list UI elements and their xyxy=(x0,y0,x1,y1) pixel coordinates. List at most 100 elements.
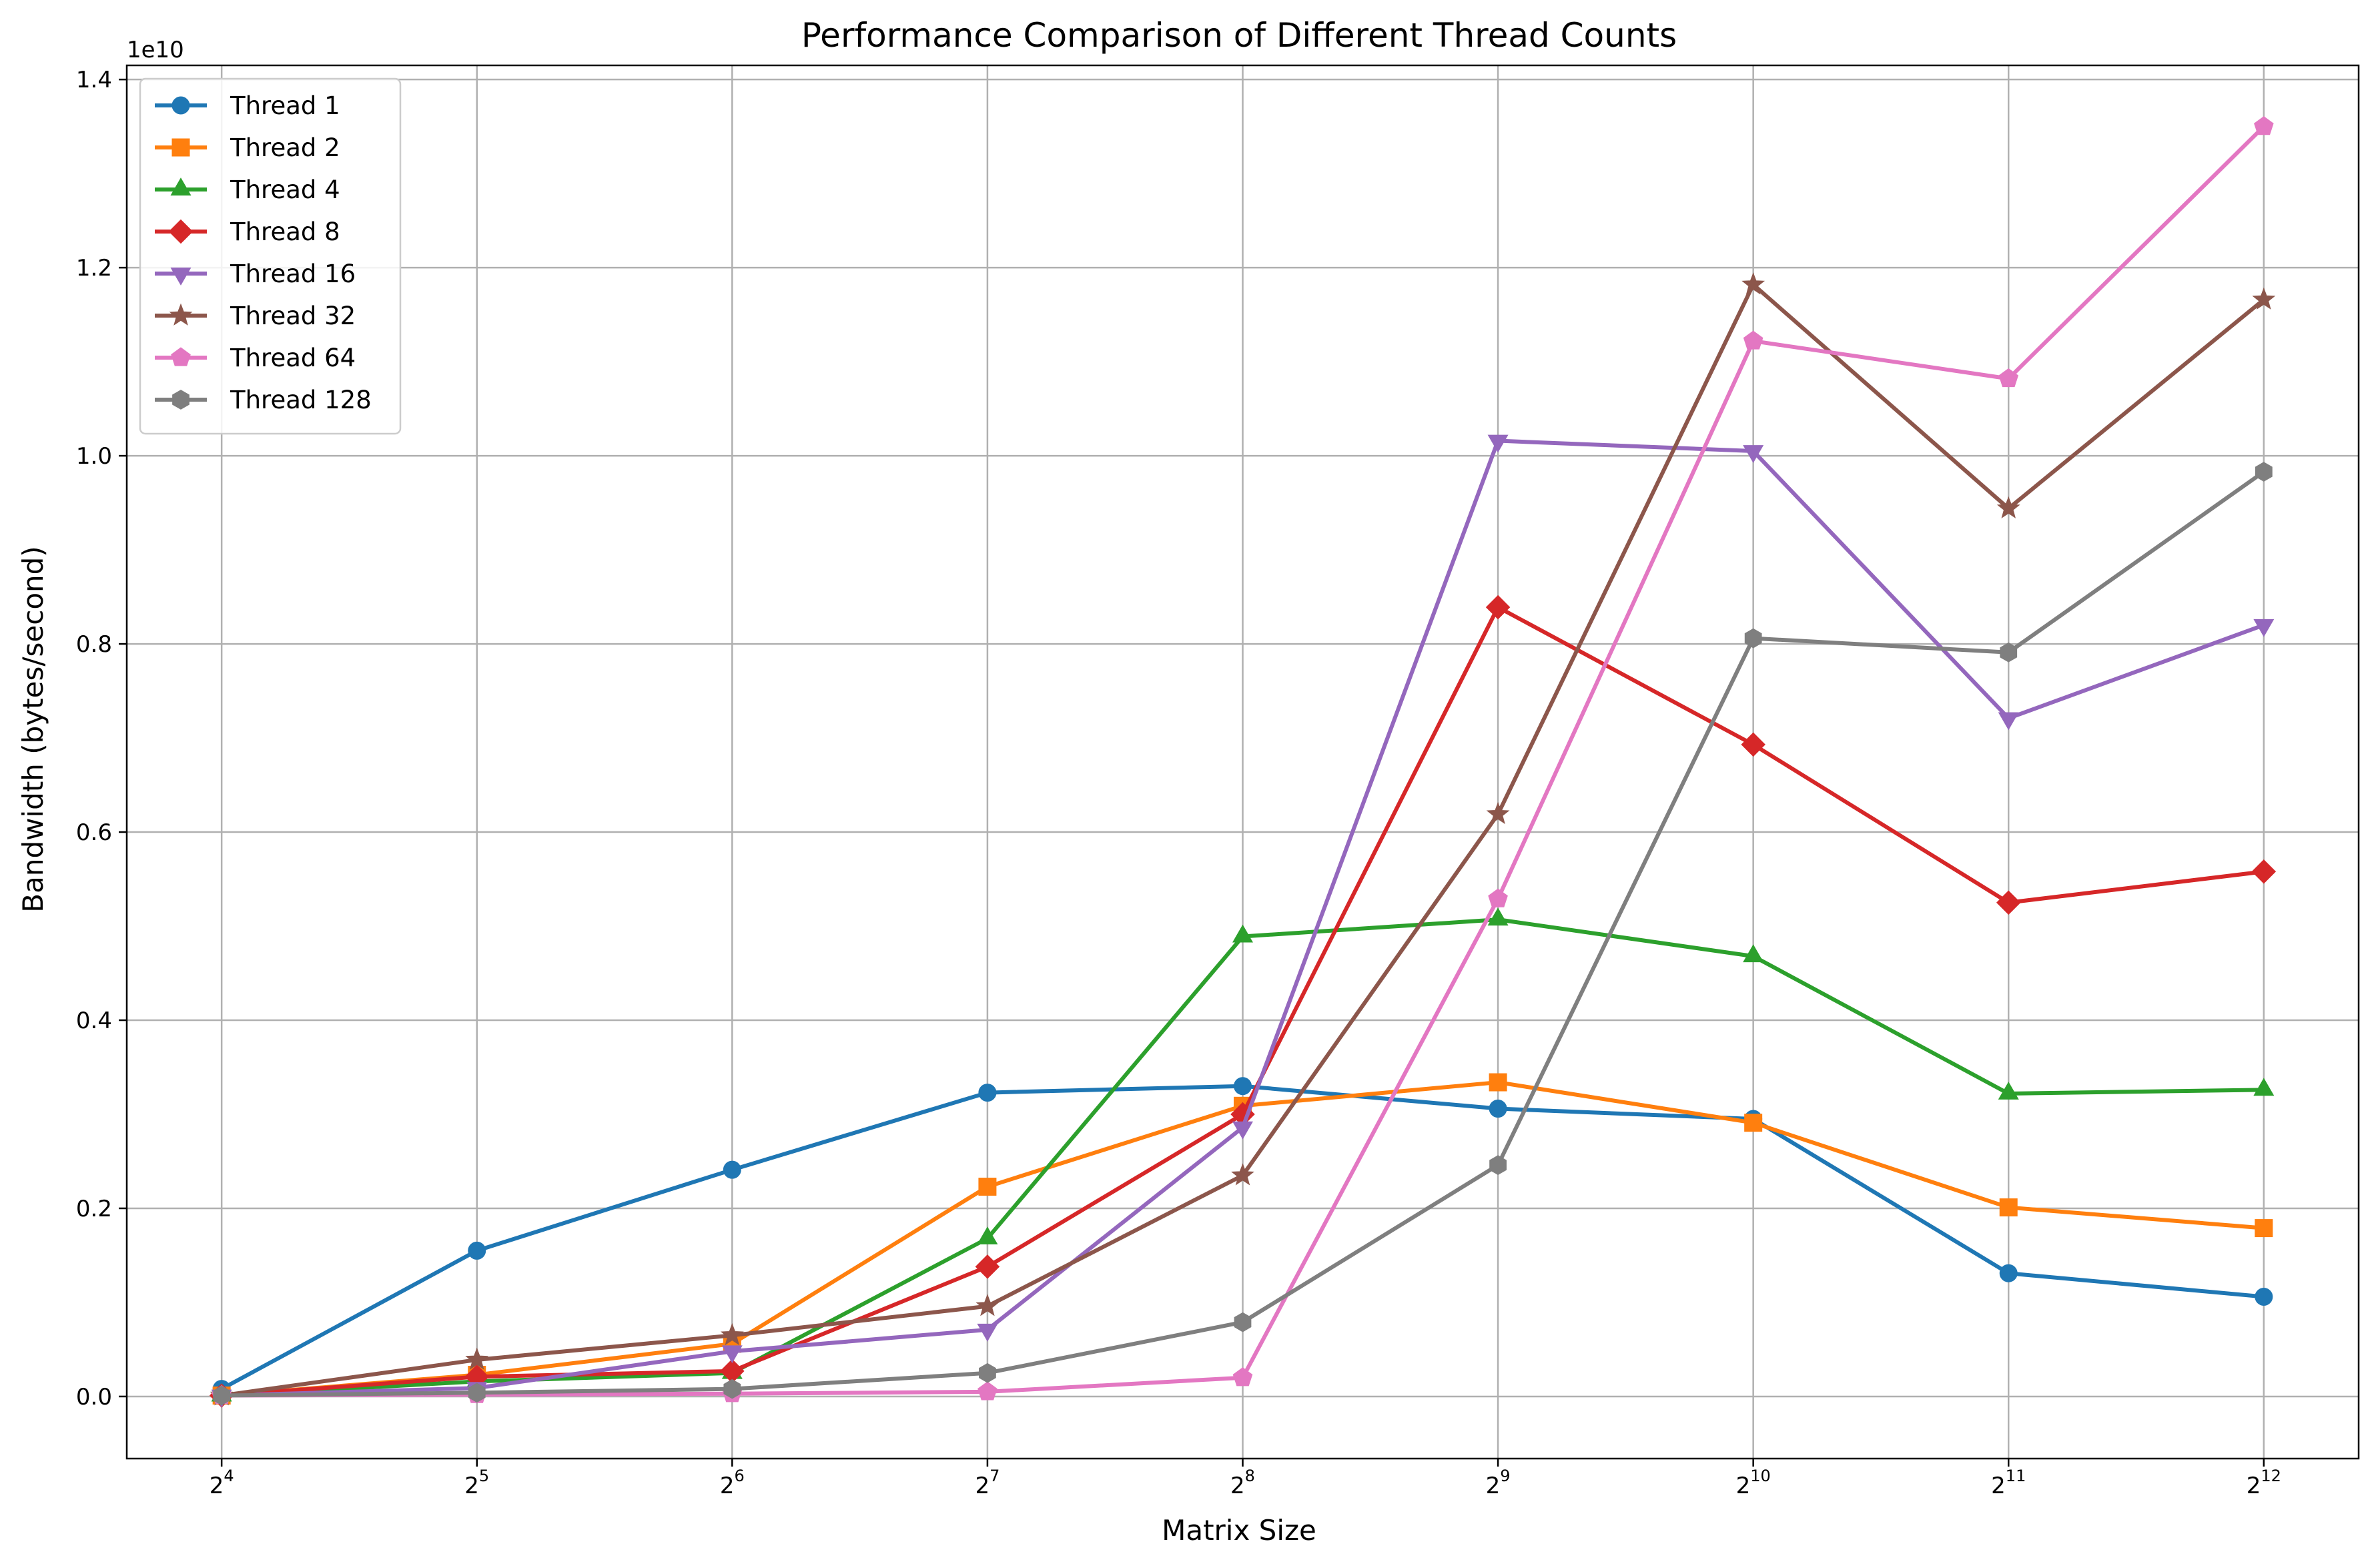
data-point xyxy=(723,1160,741,1179)
data-point xyxy=(977,1381,998,1401)
legend-label: Thread 8 xyxy=(230,218,340,246)
data-point xyxy=(1998,368,2019,388)
legend-marker xyxy=(172,390,189,410)
data-point xyxy=(1486,801,1510,825)
legend-item: Thread 2 xyxy=(155,133,340,162)
data-point xyxy=(1231,1163,1254,1186)
data-point xyxy=(721,1345,743,1364)
data-point xyxy=(723,1379,741,1399)
data-point xyxy=(1996,496,2020,518)
x-axis: 24 25 26 27 28 29 210 211 212 xyxy=(210,1459,2281,1499)
legend-label: Thread 32 xyxy=(230,302,356,330)
series-thread-128 xyxy=(213,462,2273,1406)
data-point xyxy=(1998,1082,2019,1100)
legend-item: Thread 8 xyxy=(155,218,340,246)
data-point xyxy=(2255,462,2273,482)
data-point xyxy=(977,1226,998,1245)
chart-title: Performance Comparison of Different Thre… xyxy=(801,16,1677,55)
legend-box xyxy=(139,77,402,435)
data-point xyxy=(2253,1078,2275,1096)
legend-marker xyxy=(170,268,191,286)
y-tick-label: 0.2 xyxy=(76,1196,112,1222)
y-tick-label: 0.6 xyxy=(76,819,112,846)
x-tick-label: 24 xyxy=(210,1467,234,1499)
legend-item: Thread 4 xyxy=(155,175,340,204)
y-tick-label: 1.2 xyxy=(76,255,112,282)
x-tick-label: 29 xyxy=(1486,1467,1511,1499)
legend-label: Thread 64 xyxy=(230,344,356,372)
data-point xyxy=(975,1294,1000,1316)
data-point xyxy=(1488,888,1508,907)
legend-item: Thread 1 xyxy=(155,91,340,120)
x-tick-label: 211 xyxy=(1991,1467,2026,1499)
legend-label: Thread 4 xyxy=(230,175,340,204)
data-point xyxy=(1999,1264,2018,1282)
data-point xyxy=(1743,445,1764,463)
data-point xyxy=(975,1254,1000,1279)
data-point xyxy=(2255,1288,2273,1306)
data-point xyxy=(1998,712,2019,731)
data-point xyxy=(1489,1155,1507,1176)
legend-item: Thread 32 xyxy=(155,302,356,330)
series-layer xyxy=(209,116,2277,1408)
data-point xyxy=(2254,116,2274,135)
data-point xyxy=(468,1383,486,1403)
data-point xyxy=(2255,1219,2273,1238)
y-tick-label: 1.4 xyxy=(76,67,112,93)
x-tick-label: 26 xyxy=(720,1467,745,1499)
data-point xyxy=(978,1178,997,1196)
legend-marker xyxy=(171,138,190,157)
legend-marker xyxy=(170,177,191,195)
y-tick-label: 0.0 xyxy=(76,1384,112,1411)
x-axis-label: Matrix Size xyxy=(1162,1514,1316,1547)
y-offset-text: 1e10 xyxy=(127,37,184,63)
legend-label: Thread 1 xyxy=(230,91,340,120)
data-point xyxy=(977,1323,998,1342)
y-axis: 0.0 0.2 0.4 0.6 0.8 1.0 1.2 1.4 xyxy=(76,67,127,1411)
x-tick-label: 212 xyxy=(2247,1467,2281,1499)
data-point xyxy=(1744,1114,1763,1132)
legend-item: Thread 128 xyxy=(155,386,372,414)
legend-label: Thread 2 xyxy=(230,133,340,162)
data-point xyxy=(979,1362,996,1383)
x-tick-label: 25 xyxy=(464,1467,489,1499)
data-point xyxy=(2253,619,2275,637)
data-point xyxy=(213,1385,231,1406)
data-point xyxy=(2252,287,2276,310)
data-point xyxy=(1232,924,1254,943)
data-point xyxy=(1743,944,1764,963)
y-axis-label: Bandwidth (bytes/second) xyxy=(17,546,49,912)
data-point xyxy=(1999,1198,2018,1217)
y-tick-label: 1.0 xyxy=(76,443,112,470)
legend-marker xyxy=(171,347,191,366)
legend-marker xyxy=(171,96,190,115)
data-point xyxy=(2251,859,2277,884)
data-point xyxy=(1744,628,1762,649)
legend-item: Thread 16 xyxy=(155,260,356,288)
data-point xyxy=(468,1241,486,1260)
data-point xyxy=(1487,907,1509,926)
data-point xyxy=(720,1322,744,1346)
data-point xyxy=(1232,1367,1253,1387)
legend: Thread 1 Thread 2 Thread 4 Thread 8 Thread 1… xyxy=(139,77,402,435)
data-point xyxy=(1232,1121,1254,1140)
data-point xyxy=(1489,1100,1507,1118)
data-point xyxy=(1996,890,2021,915)
y-tick-label: 0.8 xyxy=(76,631,112,658)
legend-item: Thread 64 xyxy=(155,344,356,372)
data-point xyxy=(1487,434,1509,453)
data-point xyxy=(1234,1312,1252,1332)
x-tick-label: 27 xyxy=(975,1467,1000,1499)
data-point xyxy=(1485,595,1511,620)
legend-label: Thread 16 xyxy=(230,260,356,288)
legend-label: Thread 128 xyxy=(230,386,372,414)
x-tick-label: 210 xyxy=(1736,1467,1771,1499)
y-tick-label: 0.4 xyxy=(76,1008,112,1034)
data-point xyxy=(465,1347,489,1370)
data-point xyxy=(1234,1077,1252,1096)
legend-marker xyxy=(169,303,193,326)
x-tick-label: 28 xyxy=(1230,1467,1255,1499)
data-point xyxy=(1741,732,1765,757)
data-point xyxy=(978,1084,997,1102)
